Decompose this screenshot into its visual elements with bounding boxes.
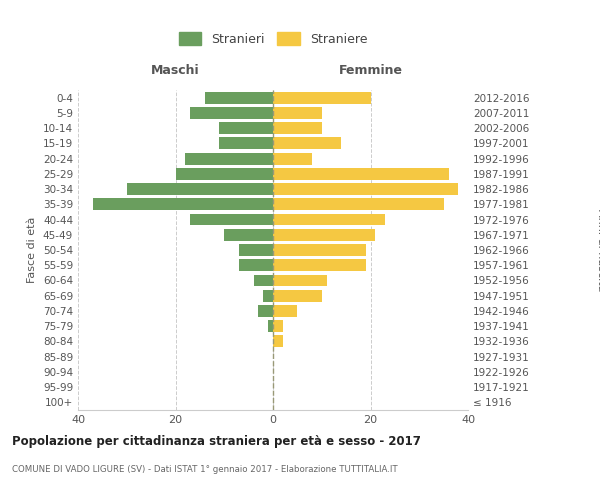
Bar [273, 320, 283, 332]
Y-axis label: Anni di nascita: Anni di nascita [596, 209, 600, 291]
Bar [127, 183, 273, 195]
Bar [220, 122, 273, 134]
Bar [190, 107, 273, 119]
Bar [190, 214, 273, 226]
Bar [273, 260, 365, 271]
Bar [205, 92, 273, 104]
Text: Femmine: Femmine [338, 64, 403, 77]
Text: Maschi: Maschi [151, 64, 200, 77]
Bar [268, 320, 273, 332]
Bar [176, 168, 273, 180]
Bar [273, 214, 385, 226]
Bar [273, 122, 322, 134]
Bar [254, 274, 273, 286]
Bar [273, 274, 326, 286]
Y-axis label: Fasce di età: Fasce di età [28, 217, 37, 283]
Bar [273, 168, 449, 180]
Bar [92, 198, 273, 210]
Bar [239, 244, 273, 256]
Bar [185, 152, 273, 164]
Bar [273, 107, 322, 119]
Bar [273, 138, 341, 149]
Bar [273, 305, 298, 317]
Bar [273, 92, 371, 104]
Bar [259, 305, 273, 317]
Bar [273, 229, 376, 240]
Bar [273, 198, 443, 210]
Bar [263, 290, 273, 302]
Bar [273, 290, 322, 302]
Bar [220, 138, 273, 149]
Text: COMUNE DI VADO LIGURE (SV) - Dati ISTAT 1° gennaio 2017 - Elaborazione TUTTITALI: COMUNE DI VADO LIGURE (SV) - Dati ISTAT … [12, 465, 398, 474]
Bar [273, 152, 312, 164]
Bar [273, 336, 283, 347]
Legend: Stranieri, Straniere: Stranieri, Straniere [173, 26, 373, 52]
Bar [273, 244, 365, 256]
Bar [224, 229, 273, 240]
Text: Popolazione per cittadinanza straniera per età e sesso - 2017: Popolazione per cittadinanza straniera p… [12, 435, 421, 448]
Bar [239, 260, 273, 271]
Bar [273, 183, 458, 195]
